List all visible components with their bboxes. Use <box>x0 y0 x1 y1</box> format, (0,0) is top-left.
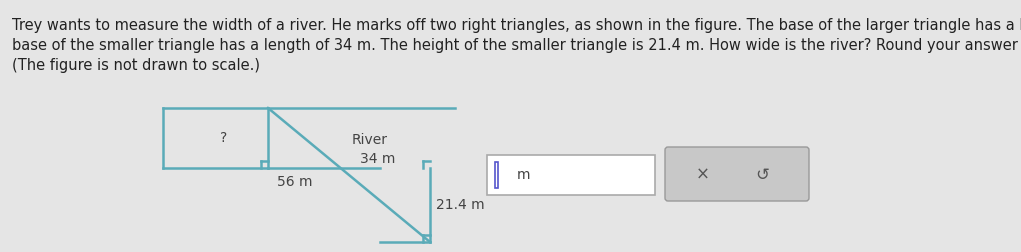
Text: m: m <box>517 168 531 182</box>
Text: ?: ? <box>221 131 228 145</box>
Text: (The figure is not drawn to scale.): (The figure is not drawn to scale.) <box>12 58 260 73</box>
Text: ↺: ↺ <box>756 166 769 184</box>
Bar <box>487 155 655 195</box>
Text: Trey wants to measure the width of a river. He marks off two right triangles, as: Trey wants to measure the width of a riv… <box>12 18 1021 33</box>
Text: River: River <box>352 133 388 147</box>
Text: 21.4 m: 21.4 m <box>436 198 485 212</box>
Text: 34 m: 34 m <box>360 152 396 166</box>
Text: 56 m: 56 m <box>278 175 312 189</box>
FancyBboxPatch shape <box>665 147 809 201</box>
Text: base of the smaller triangle has a length of 34 m. The height of the smaller tri: base of the smaller triangle has a lengt… <box>12 38 1021 53</box>
Text: ×: × <box>696 166 710 184</box>
